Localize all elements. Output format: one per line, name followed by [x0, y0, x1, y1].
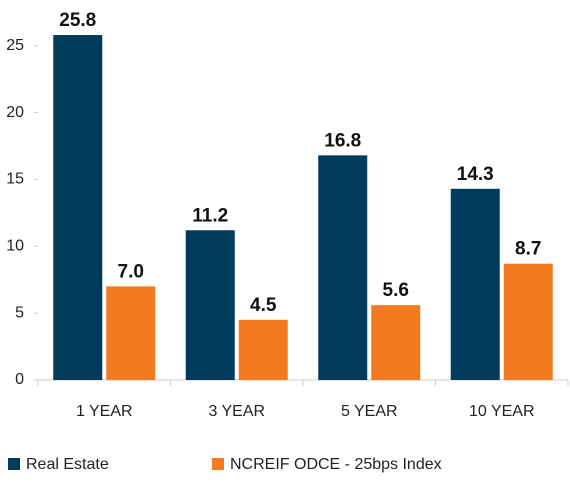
x-tick-label: 10 YEAR [469, 403, 535, 420]
y-tick-label: 0 [15, 371, 24, 388]
y-tick-label: 15 [6, 171, 24, 188]
bar [238, 319, 288, 380]
value-label: 5.6 [383, 280, 409, 301]
value-label: 14.3 [457, 164, 494, 185]
bar [450, 188, 500, 380]
legend-label: NCREIF ODCE - 25bps Index [230, 456, 442, 473]
x-tick-label: 5 YEAR [341, 403, 398, 420]
value-label: 4.5 [250, 295, 277, 316]
legend-swatch [212, 458, 224, 470]
y-tick-label: 25 [6, 37, 24, 54]
bar [53, 35, 103, 381]
bar [503, 263, 553, 380]
y-tick-label: 10 [6, 238, 24, 255]
value-label: 8.7 [515, 239, 541, 260]
value-label: 7.0 [118, 261, 144, 282]
value-label: 25.8 [59, 10, 96, 31]
y-tick-label: 20 [6, 104, 24, 121]
bar [318, 155, 368, 380]
legend-swatch [8, 458, 20, 470]
value-label: 16.8 [324, 130, 361, 151]
x-tick-label: 1 YEAR [76, 403, 133, 420]
value-label: 11.2 [192, 205, 228, 226]
bar [185, 230, 235, 380]
y-tick-label: 5 [15, 304, 24, 321]
x-tick-label: 3 YEAR [208, 403, 265, 420]
bar [371, 305, 421, 380]
bar [106, 286, 156, 380]
legend-label: Real Estate [26, 456, 109, 473]
